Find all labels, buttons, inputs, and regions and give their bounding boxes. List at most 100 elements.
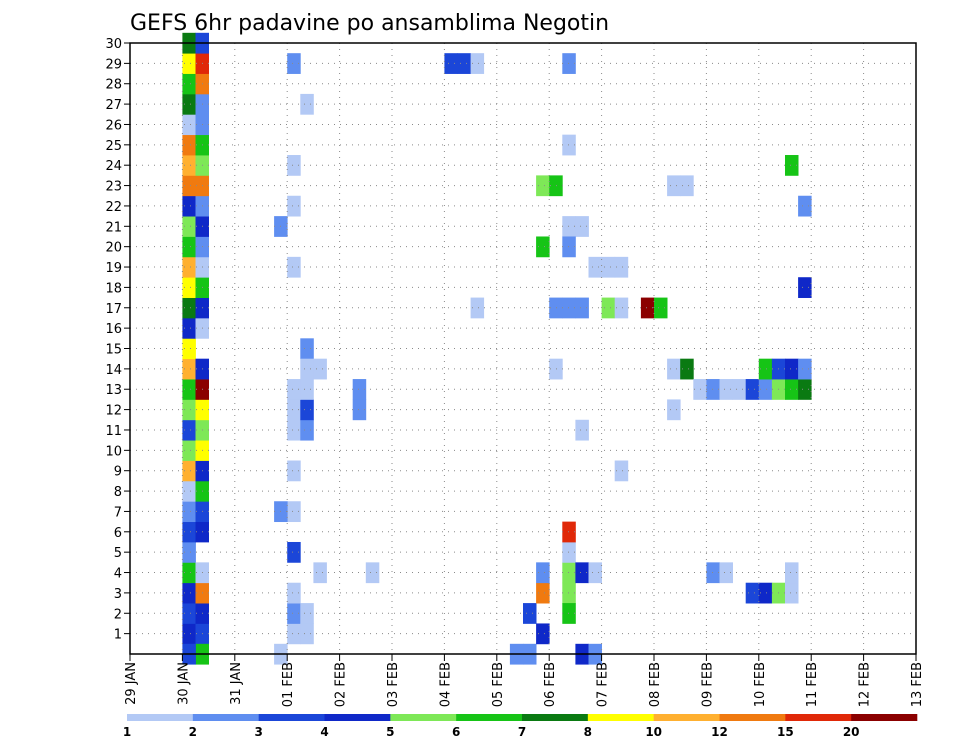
colorbar-swatch [851,714,918,721]
heatmap-cell [182,460,196,482]
heatmap-cell [667,358,681,380]
y-tick-label: 7 [114,505,122,520]
heatmap-cell [182,501,196,523]
heatmap-cell [352,399,367,421]
heatmap-cell [536,623,550,645]
y-tick-label: 3 [114,587,122,602]
x-tick-label: 30 JAN [176,662,191,705]
heatmap-cell [287,419,301,441]
chart-title: GEFS 6hr padavine po ansamblima Negotin [130,11,609,36]
colorbar-swatch [127,714,194,721]
heatmap-cell [680,358,694,380]
y-tick-label: 20 [105,241,122,256]
y-tick-label: 29 [105,57,122,72]
heatmap-cell [182,480,196,502]
heatmap-cell [287,460,301,482]
heatmap-cell [667,399,681,421]
heatmap-cell [300,338,314,360]
y-tick-label: 15 [105,343,122,358]
heatmap-cell [798,277,812,298]
heatmap-cell [287,53,301,74]
heatmap-cell [444,53,458,74]
y-tick-label: 18 [105,281,122,296]
heatmap-cell [588,562,602,584]
heatmap-cell [549,358,563,380]
x-axis: 29 JAN 30 JAN 31 JAN 01 FEB 02 FEB 03 FEB 04 F… [124,654,925,707]
x-tick-label: 03 FEB [386,662,401,707]
heatmap-cell [313,562,327,584]
heatmap-cell [182,358,196,380]
heatmap-cell [182,521,196,543]
heatmap-cell [182,562,196,584]
x-tick-label: 08 FEB [648,662,663,707]
y-tick-label: 13 [105,383,122,398]
heatmap-cell [536,236,550,258]
heatmap-cells [182,32,812,665]
y-tick-label: 25 [105,139,122,154]
heatmap-cell [614,297,629,319]
heatmap-cell [182,277,196,298]
heatmap-cell [470,297,485,319]
y-tick-label: 16 [105,322,122,337]
heatmap-cell [287,155,301,176]
heatmap-cell [182,236,196,258]
heatmap-cell [732,379,747,400]
colorbar-label: 7 [518,725,526,739]
y-tick-label: 23 [105,180,122,195]
colorbar-label: 4 [320,725,328,739]
x-tick-label: 02 FEB [334,662,349,707]
x-tick-label: 13 FEB [910,662,925,707]
heatmap-cell [182,317,196,339]
heatmap-cell [758,358,773,380]
x-tick-label: 07 FEB [596,662,611,707]
heatmap-cell [457,53,471,74]
y-tick-label: 30 [105,37,122,52]
heatmap-cell [182,419,196,441]
heatmap-cell [182,195,196,217]
heatmap-cell [287,379,301,400]
heatmap-cell [182,338,196,360]
x-tick-label: 09 FEB [700,662,715,707]
colorbar-label: 1 [123,725,131,739]
heatmap-cell [614,460,629,482]
colorbar-label: 15 [777,725,794,739]
heatmap-cell [575,419,589,441]
heatmap-cell [182,134,196,156]
heatmap-cell [562,603,576,624]
heatmap-cell [719,562,733,584]
heatmap-cell [614,256,629,278]
colorbar-swatch [192,714,259,721]
colorbar-label: 8 [584,725,592,739]
heatmap-cell [287,541,301,563]
heatmap-cell [182,73,196,95]
heatmap-cell [601,256,616,278]
colorbar-swatch [653,714,720,721]
colorbar-label: 10 [645,725,662,739]
heatmap-cell [562,236,576,258]
heatmap-cell [536,562,550,584]
heatmap-cell [562,521,576,543]
heatmap-cell [785,379,799,400]
heatmap-cell [287,623,301,645]
x-tick-label: 29 JAN [124,662,139,705]
colorbar-swatch [258,714,325,721]
heatmap-cell [588,256,602,278]
colorbar-swatch [324,714,391,721]
heatmap-cell [562,216,576,237]
heatmap-cell [575,297,589,319]
heatmap-cell [654,297,668,319]
colorbar-label: 5 [386,725,394,739]
x-tick-label: 05 FEB [491,662,506,707]
heatmap-cell [352,379,367,400]
heatmap-cell [300,603,314,624]
heatmap-cell [182,297,196,319]
y-tick-label: 11 [105,424,122,439]
heatmap-cell [575,562,589,584]
heatmap-cell [745,582,760,604]
heatmap-cell [300,93,314,115]
colorbar-swatch [456,714,523,721]
heatmap-cell [536,582,550,604]
colorbar-label: 12 [711,725,728,739]
colorbar-label: 6 [452,725,460,739]
heatmap-cell [798,379,812,400]
